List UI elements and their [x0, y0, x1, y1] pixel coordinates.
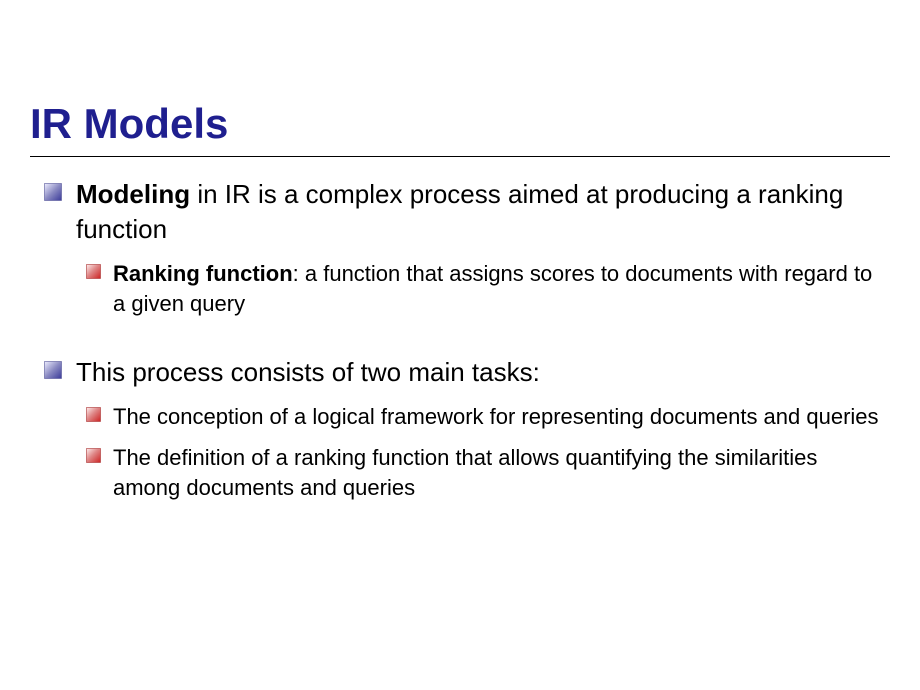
bullet-text: Ranking function: a function that assign… [113, 259, 890, 318]
square-bullet-red-icon [86, 264, 101, 279]
square-bullet-blue-icon [44, 183, 62, 201]
bullet-text: The definition of a ranking function tha… [113, 443, 890, 502]
slide: IR Models Modeling in IR is a complex pr… [0, 0, 920, 690]
bullet-text: Modeling in IR is a complex process aime… [76, 177, 890, 247]
bullet-item: Modeling in IR is a complex process aime… [30, 177, 890, 247]
bold-text: Ranking function [113, 261, 293, 286]
bullet-item: Ranking function: a function that assign… [30, 259, 890, 318]
bullet-item: This process consists of two main tasks: [30, 355, 890, 390]
title-divider [30, 156, 890, 157]
bullet-text: The conception of a logical framework fo… [113, 402, 890, 432]
bullet-item: The definition of a ranking function tha… [30, 443, 890, 502]
bold-text: Modeling [76, 179, 190, 209]
square-bullet-red-icon [86, 448, 101, 463]
slide-title: IR Models [30, 100, 890, 148]
rest-text: in IR is a complex process aimed at prod… [76, 179, 843, 244]
square-bullet-blue-icon [44, 361, 62, 379]
bullet-item: The conception of a logical framework fo… [30, 402, 890, 432]
bullet-text: This process consists of two main tasks: [76, 355, 890, 390]
square-bullet-red-icon [86, 407, 101, 422]
